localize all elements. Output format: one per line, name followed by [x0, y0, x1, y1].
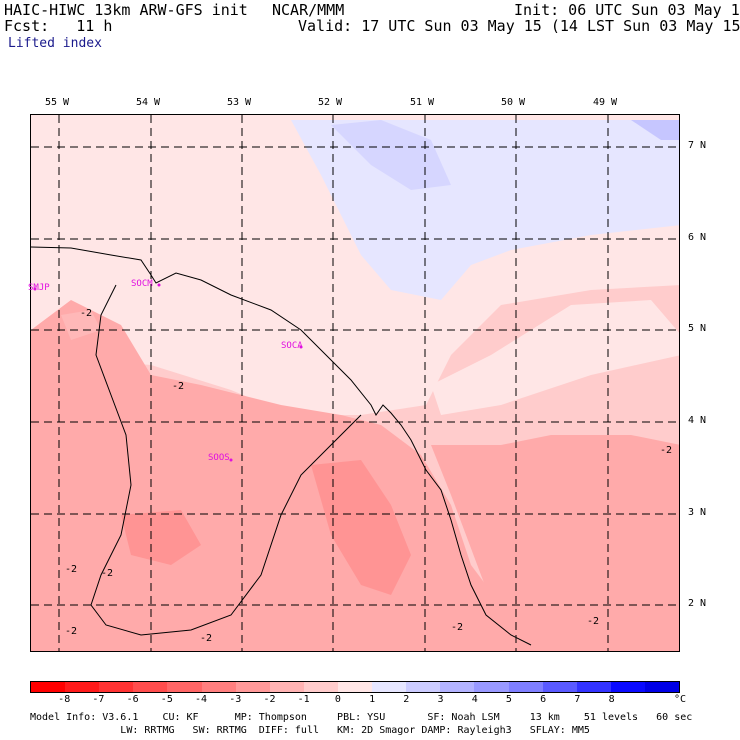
colorbar-swatch	[99, 682, 134, 692]
lon-label: 55 W	[45, 97, 70, 108]
colorbar-label: -5	[160, 694, 173, 705]
field-name: Lifted index	[8, 36, 102, 51]
contour-patch	[61, 310, 101, 340]
colorbar-label: 0	[334, 694, 341, 705]
colorbar-label: -3	[229, 694, 242, 705]
colorbar-swatch	[610, 682, 645, 692]
colorbar-swatch	[235, 682, 270, 692]
station-dot	[33, 287, 37, 291]
contour-label: -2	[80, 308, 93, 319]
contour-label: -2	[200, 633, 213, 644]
colorbar-label: 2	[403, 694, 410, 705]
colorbar-label: 6	[540, 694, 547, 705]
colorbar-swatch	[474, 682, 509, 692]
colorbar-label: -7	[92, 694, 105, 705]
colorbar-swatch	[201, 682, 236, 692]
lat-label: 4 N	[688, 415, 707, 426]
model-info-line2: LW: RRTMG SW: RRTMG DIFF: full KM: 2D Sm…	[30, 725, 590, 736]
colorbar-label: -8	[58, 694, 71, 705]
colorbar-swatch	[65, 682, 100, 692]
lon-label: 49 W	[593, 97, 618, 108]
colorbar	[30, 681, 680, 693]
colorbar-swatch	[133, 682, 168, 692]
lat-lon-grid	[31, 115, 679, 651]
colorbar-label: 8	[608, 694, 615, 705]
station-label: SMJP	[28, 283, 50, 293]
colorbar-swatch	[337, 682, 373, 692]
colorbar-label: 5	[505, 694, 512, 705]
colorbar-label: 4	[471, 694, 478, 705]
unstable-east	[431, 435, 679, 651]
colorbar-swatch	[644, 682, 680, 692]
lat-label: 5 N	[688, 323, 707, 334]
unstable-core	[121, 510, 201, 565]
colorbar-label: 3	[437, 694, 444, 705]
colorbar-label: 1	[369, 694, 376, 705]
colorbar-swatch	[167, 682, 202, 692]
station-label: SOOS	[208, 453, 230, 463]
stable-core-east	[631, 120, 679, 140]
unstable-core	[311, 460, 411, 595]
lat-label: 2 N	[688, 598, 707, 609]
station-dot	[229, 458, 233, 462]
colorbar-swatch	[406, 682, 441, 692]
init-time: Init: 06 UTC Sun 03 May 15	[514, 1, 740, 19]
lat-label: 7 N	[688, 140, 707, 151]
model-info-line1: Model Info: V3.6.1 CU: KF MP: Thompson P…	[30, 712, 693, 723]
contour-label: -2	[451, 622, 464, 633]
lon-label: 51 W	[410, 97, 435, 108]
lon-label: 53 W	[227, 97, 252, 108]
colorbar-label: -6	[126, 694, 139, 705]
colorbar-swatch	[372, 682, 407, 692]
colorbar-label: -2	[263, 694, 276, 705]
contour-label: -2	[587, 616, 600, 627]
forecast-hour: Fcst: 11 h	[4, 17, 113, 35]
contour-label: -2	[660, 445, 673, 456]
lat-label: 3 N	[688, 507, 707, 518]
contour-label: -2	[65, 626, 78, 637]
contour-label: -2	[65, 564, 78, 575]
station-dot	[299, 345, 303, 349]
model-title: HAIC-HIWC 13km ARW-GFS init	[4, 1, 248, 19]
station-label: SOCM	[131, 279, 153, 289]
colorbar-unit: °C	[674, 694, 687, 705]
pale-east	[431, 300, 679, 415]
colorbar-swatch	[440, 682, 475, 692]
station-markers	[33, 283, 303, 462]
coastline	[31, 246, 532, 646]
contour-label: -2	[172, 381, 185, 392]
stable-core	[331, 120, 451, 190]
colorbar-swatch	[508, 682, 543, 692]
lon-label: 54 W	[136, 97, 161, 108]
colorbar-label: -4	[195, 694, 208, 705]
colorbar-label: -1	[297, 694, 310, 705]
colorbar-swatch	[303, 682, 338, 692]
lon-label: 52 W	[318, 97, 343, 108]
org-title: NCAR/MMM	[272, 1, 345, 19]
valid-time: Valid: 17 UTC Sun 03 May 15 (14 LST Sun …	[298, 17, 740, 35]
station-dot	[157, 283, 161, 287]
colorbar-swatch	[269, 682, 304, 692]
contour-label: -2	[101, 568, 114, 579]
lon-label: 50 W	[501, 97, 526, 108]
colorbar-label: 7	[574, 694, 581, 705]
lat-label: 6 N	[688, 232, 707, 243]
colorbar-swatch	[576, 682, 611, 692]
station-label: SOCA	[281, 341, 303, 351]
colorbar-swatch	[542, 682, 577, 692]
map-panel	[30, 114, 680, 652]
colorbar-swatch	[31, 682, 66, 692]
lifted-index-field	[31, 115, 679, 651]
